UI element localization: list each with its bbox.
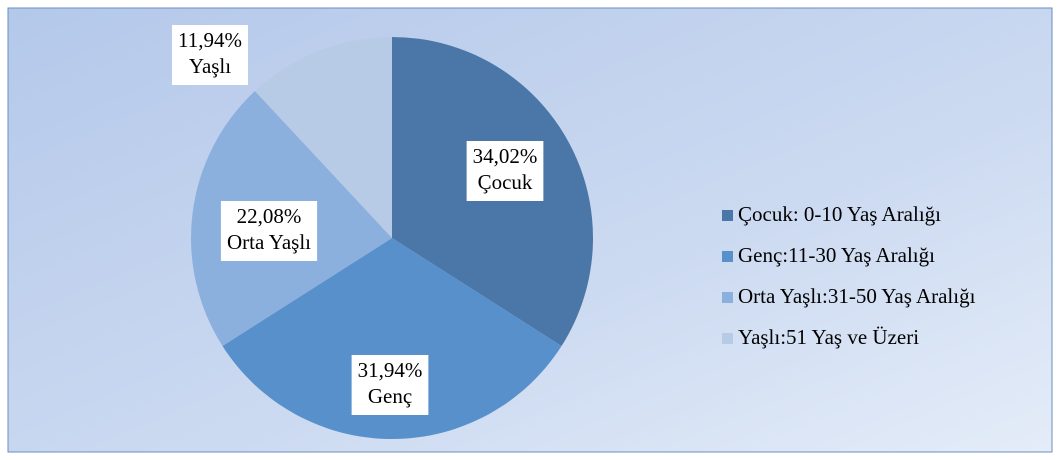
data-label: 31,94%Genç [351,355,429,415]
legend-swatch [722,333,733,344]
data-label: 34,02%Çocuk [466,141,544,201]
legend-swatch [722,292,733,303]
legend-swatch [722,251,733,262]
legend-label: Orta Yaşlı:31-50 Yaş Aralığı [738,284,976,308]
data-label-box [172,25,248,85]
data-label-box [466,141,544,201]
data-label-name: Yaşlı [189,54,231,78]
legend-label: Genç:11-30 Yaş Aralığı [738,243,935,267]
data-label-value: 34,02% [473,144,538,168]
data-label-box [220,201,318,261]
data-label-value: 22,08% [237,204,302,228]
legend-swatch [722,210,733,221]
pie-slice [222,238,562,439]
pie-slice [254,37,392,238]
data-label-name: Orta Yaşlı [227,230,311,254]
legend-label: Çocuk: 0-10 Yaş Aralığı [738,202,941,226]
data-label-box [351,355,429,415]
data-label-name: Genç [368,384,412,408]
data-label: 22,08%Orta Yaşlı [220,201,318,261]
legend-label: Yaşlı:51 Yaş ve Üzeri [738,325,919,349]
data-label-name: Çocuk [478,170,533,194]
data-label-value: 31,94% [358,358,423,382]
data-label-value: 11,94% [178,28,242,52]
data-label: 11,94%Yaşlı [172,25,248,85]
